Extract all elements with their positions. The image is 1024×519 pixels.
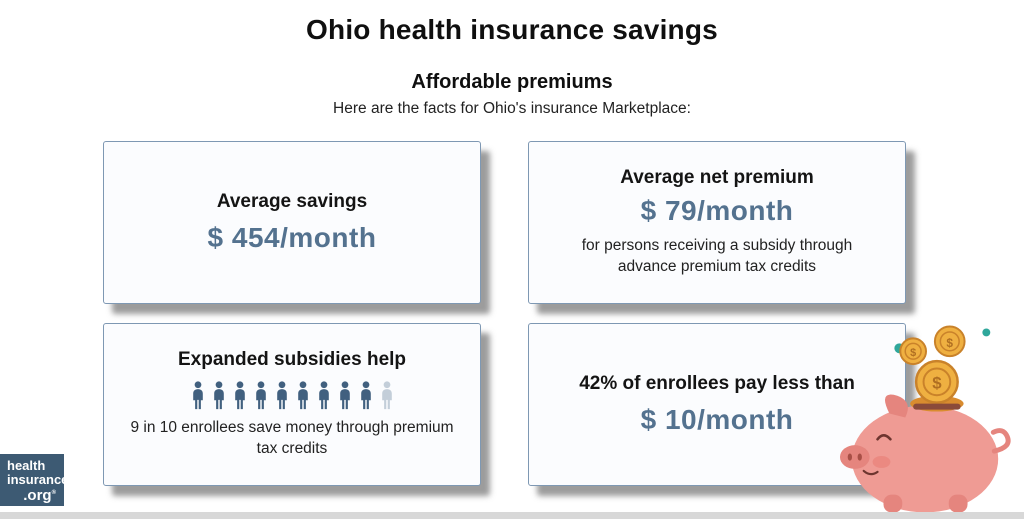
average-savings-value: $ 454/month [207, 222, 377, 254]
person-icon [295, 381, 311, 410]
person-icon [337, 381, 353, 410]
expanded-subsidies-heading: Expanded subsidies help [177, 348, 407, 370]
teal-accent-icon [982, 328, 991, 337]
enrollee-icons [190, 380, 395, 410]
person-icon [316, 381, 332, 410]
person-icon [379, 381, 395, 410]
slot-coin-icon: $ [910, 359, 964, 412]
person-icon [190, 381, 206, 410]
pay-less-value: $ 10/month [640, 404, 794, 436]
logo-line-org: .org® [23, 486, 56, 504]
person-icon [358, 381, 374, 410]
person-icon [274, 381, 290, 410]
section-subtitle: Affordable premiums [411, 71, 613, 93]
registered-mark: ® [51, 489, 56, 496]
intro-text: Here are the facts for Ohio's insurance … [333, 100, 691, 117]
logo-line-health: health [7, 458, 46, 474]
expanded-subsidies-note: 9 in 10 enrollees save money through pre… [130, 419, 454, 458]
net-premium-note: for persons receiving a subsidy through … [581, 237, 853, 276]
logo-line-insurance: insurance [7, 471, 69, 487]
average-savings-heading: Average savings [216, 190, 368, 212]
card-average-net-premium: Average net premium $ 79/month for perso… [528, 141, 906, 304]
falling-coin-icon: $ [899, 337, 927, 366]
piggy-bank-icon: $ $ [839, 325, 1011, 513]
falling-coin-icon: $ [933, 325, 966, 358]
healthinsurance-org-logo: health insurance .org® [0, 454, 69, 506]
person-icon [211, 381, 227, 410]
card-average-savings: Average savings $ 454/month [103, 141, 481, 304]
person-icon [232, 381, 248, 410]
card-pay-less-than: 42% of enrollees pay less than $ 10/mont… [528, 323, 906, 486]
net-premium-value: $ 79/month [640, 195, 794, 227]
person-icon [253, 381, 269, 410]
pay-less-heading: 42% of enrollees pay less than [579, 372, 855, 394]
svg-text:$: $ [946, 336, 953, 350]
pig-body [839, 394, 1011, 513]
net-premium-heading: Average net premium [620, 166, 814, 188]
svg-text:$: $ [932, 373, 942, 392]
page-title: Ohio health insurance savings [306, 14, 718, 45]
card-expanded-subsidies: Expanded subsidies help 9 in 10 enrollee… [103, 323, 481, 486]
svg-text:$: $ [910, 347, 916, 359]
bottom-divider [0, 512, 1024, 519]
